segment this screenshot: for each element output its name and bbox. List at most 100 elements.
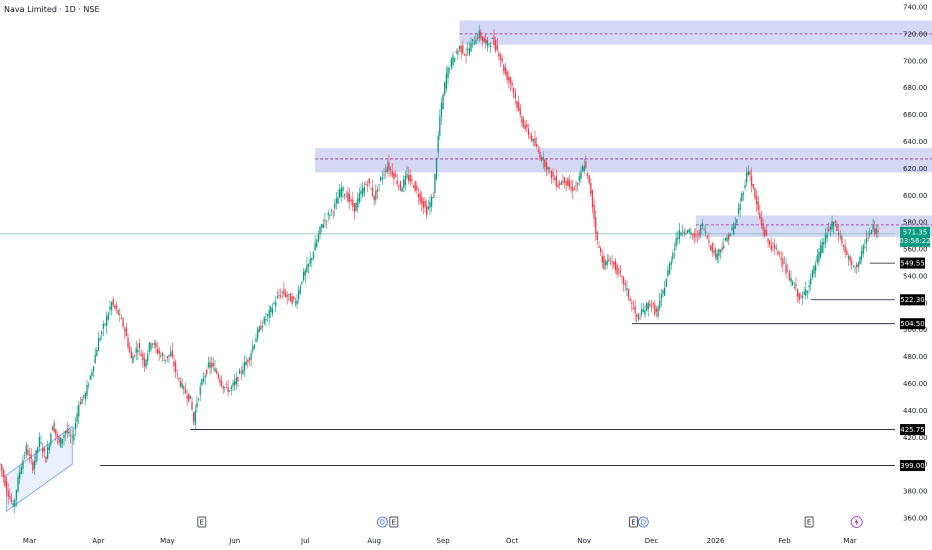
candle bbox=[723, 237, 725, 250]
candle-body bbox=[171, 350, 173, 358]
candle-body bbox=[831, 221, 833, 230]
candle-body bbox=[56, 434, 59, 438]
candle-body bbox=[151, 343, 154, 345]
candle bbox=[485, 34, 487, 49]
candle-body bbox=[421, 197, 423, 204]
candle-body bbox=[248, 357, 251, 361]
candle-body bbox=[478, 30, 480, 39]
candle-body bbox=[311, 258, 313, 261]
candle-body bbox=[796, 289, 799, 297]
candle-body bbox=[343, 194, 346, 196]
candle bbox=[393, 171, 395, 186]
candle bbox=[106, 311, 108, 334]
candle-body bbox=[150, 343, 152, 350]
candle bbox=[875, 224, 878, 239]
candle bbox=[700, 224, 702, 239]
candle-body bbox=[28, 454, 31, 456]
time-axis[interactable]: Mar Apr May Jun Jul Aug Sep Oct Nov Dec 2026 Feb Mar bbox=[23, 537, 857, 545]
candle bbox=[821, 237, 823, 254]
candle-body bbox=[429, 202, 431, 208]
candle bbox=[311, 257, 313, 268]
y-tick-label: 560.00 bbox=[903, 246, 928, 254]
candle bbox=[92, 366, 95, 378]
candle bbox=[496, 38, 498, 53]
candle-body bbox=[215, 370, 218, 374]
candle-body bbox=[557, 185, 559, 187]
candle-body bbox=[555, 175, 557, 186]
candle bbox=[560, 180, 562, 185]
candle-body bbox=[537, 149, 539, 152]
candle-body bbox=[60, 437, 62, 448]
candle bbox=[760, 210, 763, 229]
candle bbox=[391, 163, 393, 178]
candle bbox=[414, 180, 416, 193]
candle bbox=[531, 131, 533, 143]
candle bbox=[511, 79, 513, 91]
candle-body bbox=[271, 308, 274, 315]
candle bbox=[705, 223, 707, 237]
candle-body bbox=[647, 302, 649, 310]
candle bbox=[343, 193, 346, 200]
candle bbox=[237, 376, 239, 387]
candle bbox=[248, 356, 251, 366]
candle-body bbox=[654, 304, 656, 315]
candle bbox=[68, 424, 70, 437]
candle bbox=[598, 241, 600, 249]
candle bbox=[782, 252, 784, 273]
candle-body bbox=[234, 381, 236, 385]
candle-body bbox=[370, 188, 372, 190]
candle-body bbox=[490, 45, 492, 47]
candle-body bbox=[517, 101, 520, 111]
candle bbox=[306, 257, 308, 274]
candle bbox=[494, 36, 497, 54]
candle-body bbox=[616, 264, 618, 275]
x-tick-label: Nov bbox=[577, 537, 591, 545]
candle bbox=[417, 187, 420, 205]
candle-body bbox=[860, 250, 863, 260]
candle-body bbox=[183, 386, 185, 389]
candle-body bbox=[138, 343, 141, 349]
candle bbox=[869, 227, 871, 239]
candle bbox=[335, 192, 338, 210]
candle-body bbox=[621, 275, 623, 277]
candle-body bbox=[535, 143, 538, 147]
candle bbox=[380, 175, 382, 183]
zone-1 bbox=[315, 148, 932, 173]
candle-body bbox=[186, 395, 188, 399]
candle bbox=[839, 230, 841, 240]
candle bbox=[434, 173, 436, 199]
candle-body bbox=[212, 363, 214, 367]
candle-body bbox=[97, 338, 100, 351]
candle bbox=[667, 264, 669, 279]
candle-body bbox=[493, 36, 495, 45]
candle-body bbox=[15, 490, 18, 500]
candle-body bbox=[849, 256, 851, 261]
x-tick-label: Jun bbox=[228, 537, 240, 545]
candle-body bbox=[509, 77, 512, 84]
candle bbox=[673, 243, 676, 259]
candle-body bbox=[494, 40, 497, 51]
candle-body bbox=[322, 224, 324, 228]
candle bbox=[703, 226, 705, 232]
candle bbox=[811, 268, 814, 280]
candle bbox=[645, 302, 648, 312]
candle-body bbox=[457, 50, 459, 55]
candle bbox=[235, 371, 237, 390]
candle bbox=[183, 384, 185, 395]
y-tick-label: 580.00 bbox=[903, 219, 928, 227]
candle-body bbox=[870, 230, 873, 234]
candle bbox=[255, 333, 257, 343]
candle-body bbox=[406, 173, 408, 178]
level-tag-label: 549.55 bbox=[900, 260, 925, 268]
candle bbox=[138, 338, 141, 356]
candle bbox=[736, 219, 738, 226]
candle-body bbox=[629, 298, 631, 301]
candle bbox=[731, 225, 733, 232]
candle bbox=[509, 75, 512, 92]
candle bbox=[370, 187, 372, 190]
price-axis[interactable]: 740.00 720.00 700.00 680.00 660.00 640.00 620.… bbox=[903, 4, 928, 523]
candle-body bbox=[23, 455, 26, 457]
candle bbox=[486, 36, 489, 52]
level-tag bbox=[900, 257, 925, 269]
